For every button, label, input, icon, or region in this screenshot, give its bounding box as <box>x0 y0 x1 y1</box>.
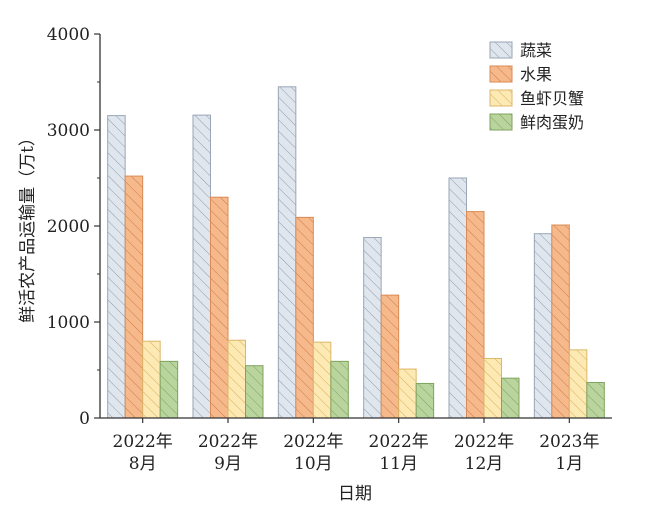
x-tick-label: 1月 <box>555 454 583 474</box>
bar-2-4 <box>380 294 400 419</box>
bar-3-5 <box>483 357 502 419</box>
bar-3-1 <box>142 340 161 419</box>
legend-label: 鱼虾贝蟹 <box>520 89 584 108</box>
bar-4-1 <box>159 360 179 419</box>
x-tick-label: 2022年 <box>454 432 514 452</box>
bar-4-2 <box>245 365 264 419</box>
bar-4-3 <box>330 360 349 419</box>
y-tick-label: 4000 <box>47 25 90 45</box>
bar-1-6 <box>533 233 553 419</box>
x-tick-label: 9月 <box>214 454 242 474</box>
legend-swatch <box>489 89 513 107</box>
legend-label: 蔬菜 <box>520 41 552 60</box>
y-tick-label: 2000 <box>47 217 90 237</box>
x-axis-title: 日期 <box>338 484 372 504</box>
x-tick-label: 2022年 <box>369 432 429 452</box>
bar-2-1 <box>124 175 144 419</box>
legend-swatch <box>489 41 513 59</box>
y-tick-label: 3000 <box>47 121 90 141</box>
y-ticks: 0 1000 2000 3000 4000 <box>47 25 100 429</box>
x-tick-label: 11月 <box>379 454 418 474</box>
bar-3-4 <box>398 368 417 419</box>
y-tick-label: 0 <box>79 409 90 429</box>
bar-3-2 <box>227 339 246 419</box>
x-tick-label: 10月 <box>294 454 333 474</box>
x-tick-label: 2022年 <box>113 432 173 452</box>
bar-2-6 <box>551 224 570 419</box>
legend-swatch <box>489 65 513 83</box>
bar-3-3 <box>312 341 332 419</box>
legend-label: 鲜肉蛋奶 <box>520 113 584 132</box>
bar-4-6 <box>586 381 605 419</box>
bar-1-1 <box>107 115 126 419</box>
y-axis-title: 鲜活农产品运输量（万t） <box>18 129 38 323</box>
bar-1-3 <box>277 86 297 419</box>
bar-layer <box>107 86 605 419</box>
bar-1-5 <box>448 177 467 419</box>
bar-2-2 <box>210 196 229 419</box>
legend-label: 水果 <box>520 65 552 84</box>
bar-1-2 <box>192 114 211 419</box>
bar-2-3 <box>295 216 314 419</box>
x-ticks: 2022年8月2022年9月2022年10月2022年11月2022年12月20… <box>113 418 599 474</box>
x-tick-label: 2022年 <box>198 432 258 452</box>
x-tick-label: 8月 <box>129 454 157 474</box>
bar-1-4 <box>363 237 382 419</box>
x-tick-label: 2022年 <box>283 432 343 452</box>
bar-3-6 <box>568 349 588 419</box>
legend-swatch <box>489 113 513 131</box>
x-tick-label: 2023年 <box>539 432 599 452</box>
bar-2-5 <box>466 211 485 419</box>
bar-4-5 <box>501 377 520 419</box>
y-tick-label: 1000 <box>47 313 90 333</box>
bar-4-4 <box>415 382 435 419</box>
x-tick-label: 12月 <box>465 454 504 474</box>
